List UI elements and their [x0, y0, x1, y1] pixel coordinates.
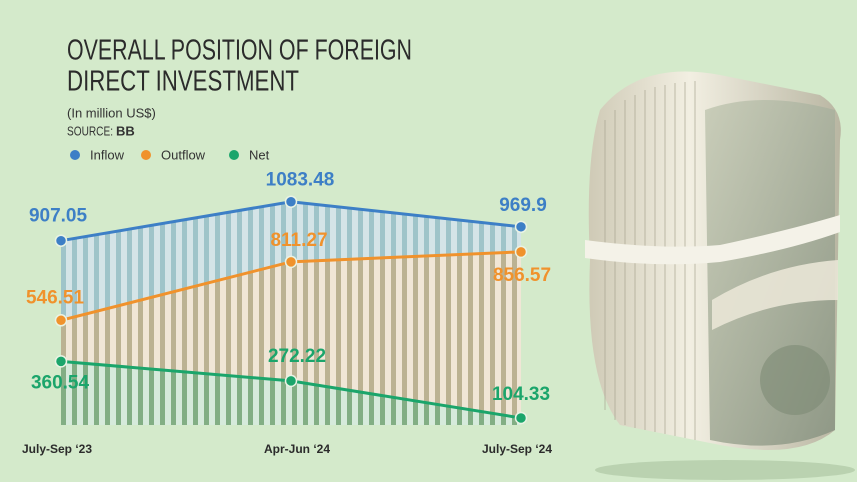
point [54, 234, 68, 247]
point [284, 195, 298, 208]
data-label: 1083.48 [266, 170, 335, 191]
data-label: 104.33 [492, 384, 550, 405]
data-label: 969.9 [499, 195, 547, 216]
legend-marker [141, 150, 151, 160]
data-label: 272.22 [268, 346, 326, 367]
point [54, 355, 68, 368]
data-label: 907.05 [29, 206, 88, 227]
data-label: 856.57 [493, 265, 551, 286]
area-stripes [61, 361, 521, 425]
legend-label: Net [249, 147, 270, 162]
point [284, 255, 298, 269]
legend-marker [70, 150, 80, 160]
source-label: SOURCE: [67, 123, 113, 138]
data-label: 811.27 [270, 230, 327, 251]
x-tick-label: July-Sep ‘24 [482, 442, 552, 456]
point [514, 220, 528, 234]
point [514, 245, 528, 259]
point [514, 411, 528, 425]
legend-marker [229, 150, 239, 160]
legend-label: Inflow [90, 147, 125, 162]
money-roll-image [585, 71, 855, 480]
data-label: 546.51 [26, 287, 85, 308]
point [54, 314, 68, 327]
x-tick-label: July-Sep ‘23 [22, 442, 92, 456]
point [284, 374, 298, 388]
legend-label: Outflow [161, 147, 206, 162]
data-label: 360.54 [31, 372, 90, 393]
source: BB [116, 123, 135, 138]
chart-title: OVERALL POSITION OF FOREIGN [67, 35, 412, 67]
chart-title: DIRECT INVESTMENT [67, 66, 299, 98]
subtitle: (In million US$) [67, 105, 156, 120]
x-tick-label: Apr-Jun ‘24 [264, 442, 330, 456]
